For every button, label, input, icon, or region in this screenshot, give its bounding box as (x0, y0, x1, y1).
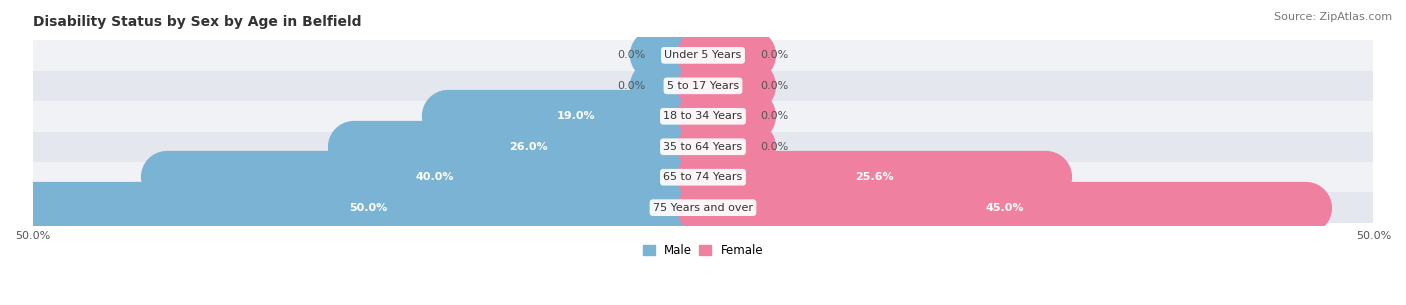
Text: 0.0%: 0.0% (761, 50, 789, 60)
Bar (32, 101, 1374, 131)
Text: 0.0%: 0.0% (617, 81, 645, 91)
Text: Under 5 Years: Under 5 Years (665, 50, 741, 60)
Text: 40.0%: 40.0% (416, 172, 454, 182)
Text: 45.0%: 45.0% (986, 203, 1024, 213)
Text: 65 to 74 Years: 65 to 74 Years (664, 172, 742, 182)
Bar (32, 131, 1374, 162)
Text: 0.0%: 0.0% (761, 142, 789, 152)
Bar (32, 192, 1374, 223)
Text: Disability Status by Sex by Age in Belfield: Disability Status by Sex by Age in Belfi… (32, 15, 361, 29)
Text: 75 Years and over: 75 Years and over (652, 203, 754, 213)
Text: 25.6%: 25.6% (855, 172, 894, 182)
Text: 0.0%: 0.0% (761, 111, 789, 121)
Text: 0.0%: 0.0% (617, 50, 645, 60)
Text: Source: ZipAtlas.com: Source: ZipAtlas.com (1274, 12, 1392, 22)
Text: 26.0%: 26.0% (509, 142, 548, 152)
Text: 0.0%: 0.0% (761, 81, 789, 91)
Legend: Male, Female: Male, Female (638, 239, 768, 262)
Bar (32, 162, 1374, 192)
Text: 19.0%: 19.0% (557, 111, 595, 121)
Text: 18 to 34 Years: 18 to 34 Years (664, 111, 742, 121)
Bar (32, 40, 1374, 71)
Bar (32, 71, 1374, 101)
Text: 50.0%: 50.0% (349, 203, 387, 213)
Text: 5 to 17 Years: 5 to 17 Years (666, 81, 740, 91)
Text: 35 to 64 Years: 35 to 64 Years (664, 142, 742, 152)
